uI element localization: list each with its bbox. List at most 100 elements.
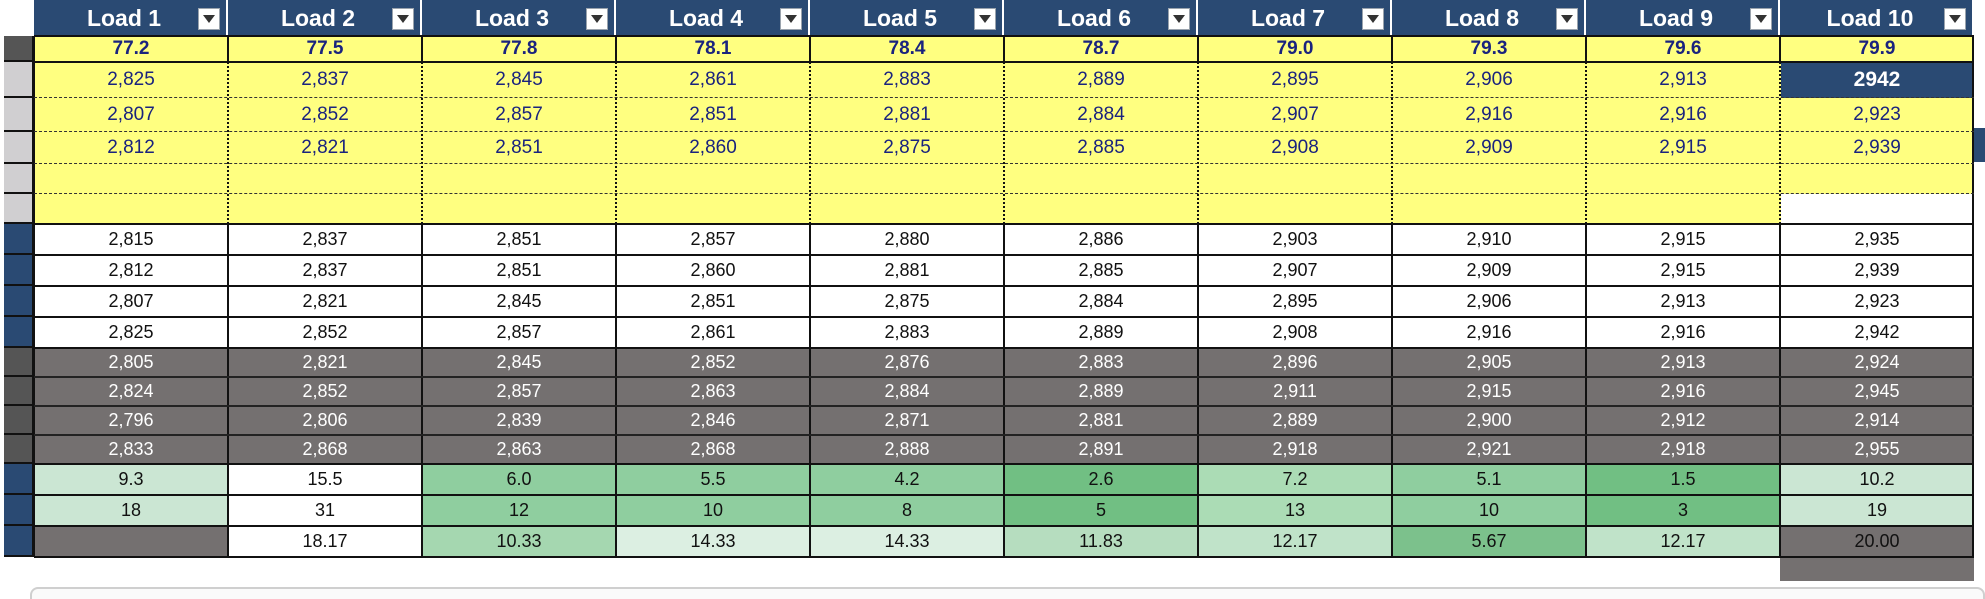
input-cell[interactable]: 2,883	[810, 62, 1004, 98]
stat-cell[interactable]: 5.5	[616, 464, 810, 495]
sorted-cell[interactable]: 2,942	[1780, 317, 1974, 348]
column-header-load-1[interactable]: Load 1	[34, 0, 228, 36]
stat-cell[interactable]: 12.17	[1198, 526, 1392, 557]
column-header-load-4[interactable]: Load 4	[616, 0, 810, 36]
row-marker[interactable]	[4, 164, 34, 194]
computed-cell[interactable]: 2,863	[422, 435, 616, 464]
input-cell[interactable]	[1586, 194, 1780, 224]
input-cell[interactable]	[1780, 164, 1974, 194]
computed-cell[interactable]: 2,900	[1392, 406, 1586, 435]
computed-cell[interactable]: 2,889	[1198, 406, 1392, 435]
computed-cell[interactable]: 2,796	[34, 406, 228, 435]
row-marker[interactable]	[4, 464, 34, 495]
temperature-cell[interactable]: 79.6	[1586, 36, 1780, 62]
computed-cell[interactable]: 2,945	[1780, 377, 1974, 406]
input-cell[interactable]	[1780, 194, 1974, 224]
row-marker[interactable]	[4, 132, 34, 164]
input-cell[interactable]	[1392, 164, 1586, 194]
computed-cell[interactable]: 2,846	[616, 406, 810, 435]
computed-cell[interactable]: 2,912	[1586, 406, 1780, 435]
row-marker[interactable]	[4, 224, 34, 255]
filter-dropdown-icon[interactable]	[974, 8, 996, 30]
temperature-cell[interactable]: 79.0	[1198, 36, 1392, 62]
sorted-cell[interactable]: 2,935	[1780, 224, 1974, 255]
filter-dropdown-icon[interactable]	[392, 8, 414, 30]
input-cell[interactable]: 2,881	[810, 98, 1004, 132]
computed-cell[interactable]: 2,888	[810, 435, 1004, 464]
input-cell[interactable]: 2,884	[1004, 98, 1198, 132]
stat-cell[interactable]: 3	[1586, 495, 1780, 526]
input-cell[interactable]	[1004, 164, 1198, 194]
row-marker[interactable]	[4, 526, 34, 557]
input-cell[interactable]: 2,915	[1586, 132, 1780, 164]
sorted-cell[interactable]: 2,857	[616, 224, 810, 255]
input-cell[interactable]	[616, 164, 810, 194]
computed-cell[interactable]: 2,805	[34, 348, 228, 377]
input-cell[interactable]: 2,851	[422, 132, 616, 164]
computed-cell[interactable]: 2,883	[1004, 348, 1198, 377]
computed-cell[interactable]: 2,833	[34, 435, 228, 464]
computed-cell[interactable]: 2,852	[228, 377, 422, 406]
input-cell[interactable]: 2,852	[228, 98, 422, 132]
column-header-load-5[interactable]: Load 5	[810, 0, 1004, 36]
row-marker[interactable]	[4, 377, 34, 406]
filter-dropdown-icon[interactable]	[1944, 8, 1966, 30]
stat-cell[interactable]: 5.1	[1392, 464, 1586, 495]
column-header-load-10[interactable]: Load 10	[1780, 0, 1974, 36]
input-cell[interactable]	[810, 194, 1004, 224]
input-cell[interactable]: 2,909	[1392, 132, 1586, 164]
stat-cell[interactable]: 6.0	[422, 464, 616, 495]
input-cell[interactable]: 2,807	[34, 98, 228, 132]
sorted-cell[interactable]: 2,860	[616, 255, 810, 286]
sorted-cell[interactable]: 2,906	[1392, 286, 1586, 317]
input-cell[interactable]	[34, 164, 228, 194]
row-marker[interactable]	[4, 348, 34, 377]
filter-dropdown-icon[interactable]	[780, 8, 802, 30]
computed-cell[interactable]: 2,955	[1780, 435, 1974, 464]
input-cell[interactable]: 2,907	[1198, 98, 1392, 132]
column-header-load-7[interactable]: Load 7	[1198, 0, 1392, 36]
input-cell[interactable]	[1198, 194, 1392, 224]
sorted-cell[interactable]: 2,915	[1586, 224, 1780, 255]
temperature-cell[interactable]: 77.8	[422, 36, 616, 62]
computed-cell[interactable]: 2,881	[1004, 406, 1198, 435]
row-marker[interactable]	[4, 255, 34, 286]
filter-dropdown-icon[interactable]	[1168, 8, 1190, 30]
temperature-cell[interactable]: 79.3	[1392, 36, 1586, 62]
input-cell[interactable]	[1586, 164, 1780, 194]
stat-cell[interactable]: 11.83	[1004, 526, 1198, 557]
stat-cell[interactable]: 2.6	[1004, 464, 1198, 495]
column-header-load-3[interactable]: Load 3	[422, 0, 616, 36]
sorted-cell[interactable]: 2,852	[228, 317, 422, 348]
computed-cell[interactable]: 2,914	[1780, 406, 1974, 435]
sorted-cell[interactable]: 2,883	[810, 317, 1004, 348]
sorted-cell[interactable]: 2,895	[1198, 286, 1392, 317]
filter-dropdown-icon[interactable]	[198, 8, 220, 30]
input-cell[interactable]: 2,908	[1198, 132, 1392, 164]
sorted-cell[interactable]: 2,916	[1392, 317, 1586, 348]
stat-cell[interactable]: 10.33	[422, 526, 616, 557]
stat-cell[interactable]: 18.17	[228, 526, 422, 557]
temperature-cell[interactable]: 77.5	[228, 36, 422, 62]
input-cell[interactable]: 2,916	[1586, 98, 1780, 132]
computed-cell[interactable]: 2,821	[228, 348, 422, 377]
sorted-cell[interactable]: 2,908	[1198, 317, 1392, 348]
input-cell[interactable]: 2,889	[1004, 62, 1198, 98]
input-cell[interactable]: 2,939	[1780, 132, 1974, 164]
stat-cell[interactable]: 14.33	[616, 526, 810, 557]
sorted-cell[interactable]: 2,851	[616, 286, 810, 317]
computed-cell[interactable]: 2,916	[1586, 377, 1780, 406]
row-marker[interactable]	[4, 317, 34, 348]
computed-cell[interactable]: 2,857	[422, 377, 616, 406]
stat-cell[interactable]: 12	[422, 495, 616, 526]
sorted-cell[interactable]: 2,881	[810, 255, 1004, 286]
stat-cell[interactable]: 10.2	[1780, 464, 1974, 495]
computed-cell[interactable]: 2,868	[616, 435, 810, 464]
computed-cell[interactable]: 2,918	[1198, 435, 1392, 464]
sorted-cell[interactable]: 2,812	[34, 255, 228, 286]
sorted-cell[interactable]: 2,851	[422, 224, 616, 255]
input-cell[interactable]: 2,895	[1198, 62, 1392, 98]
computed-cell[interactable]: 2,918	[1586, 435, 1780, 464]
computed-cell[interactable]: 2,876	[810, 348, 1004, 377]
stat-cell[interactable]	[34, 526, 228, 557]
